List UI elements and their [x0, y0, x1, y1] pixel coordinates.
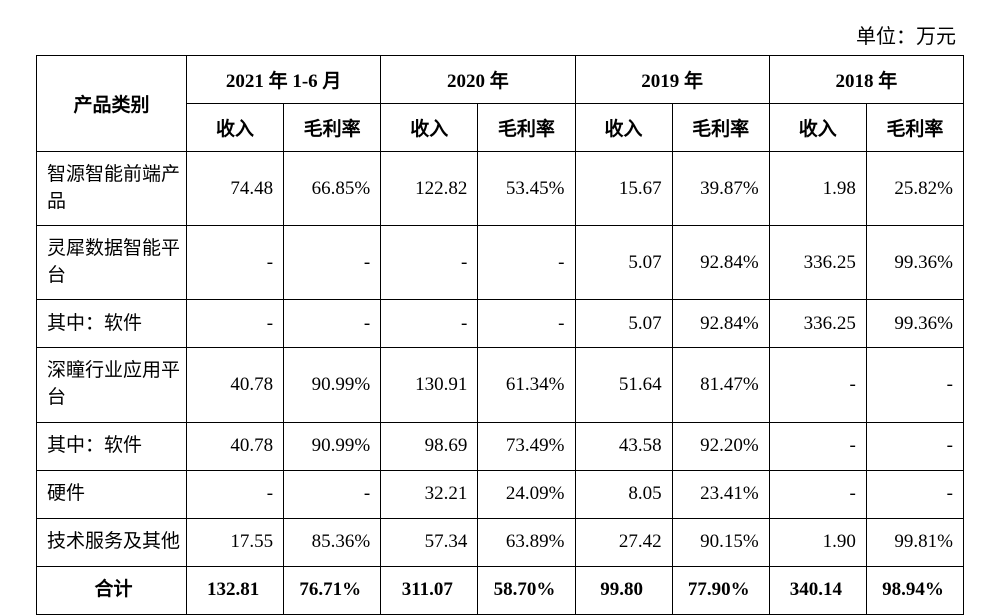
- data-cell: 27.42: [575, 518, 672, 566]
- data-cell: 99.81%: [866, 518, 963, 566]
- data-cell: -: [187, 470, 284, 518]
- data-cell: 53.45%: [478, 152, 575, 226]
- data-cell: -: [381, 226, 478, 300]
- total-cell: 58.70%: [478, 566, 575, 614]
- data-cell: -: [769, 470, 866, 518]
- data-cell: 336.25: [769, 226, 866, 300]
- data-cell: 90.99%: [284, 348, 381, 422]
- total-cell: 132.81: [187, 566, 284, 614]
- data-cell: 23.41%: [672, 470, 769, 518]
- data-cell: 336.25: [769, 300, 866, 348]
- data-cell: 73.49%: [478, 422, 575, 470]
- period-header-3: 2018 年: [769, 56, 963, 104]
- data-cell: 61.34%: [478, 348, 575, 422]
- data-cell: 74.48: [187, 152, 284, 226]
- total-cell: 340.14: [769, 566, 866, 614]
- data-cell: 130.91: [381, 348, 478, 422]
- period-header-2: 2019 年: [575, 56, 769, 104]
- header-row-1: 产品类别 2021 年 1-6 月 2020 年 2019 年 2018 年: [37, 56, 964, 104]
- data-cell: 15.67: [575, 152, 672, 226]
- table-row: 其中：软件----5.0792.84%336.2599.36%: [37, 300, 964, 348]
- total-cell: 77.90%: [672, 566, 769, 614]
- data-cell: -: [478, 226, 575, 300]
- data-cell: 92.84%: [672, 300, 769, 348]
- data-cell: 32.21: [381, 470, 478, 518]
- data-cell: 51.64: [575, 348, 672, 422]
- data-cell: 63.89%: [478, 518, 575, 566]
- table-row: 灵犀数据智能平台----5.0792.84%336.2599.36%: [37, 226, 964, 300]
- total-cell: 76.71%: [284, 566, 381, 614]
- data-cell: 99.36%: [866, 226, 963, 300]
- category-header: 产品类别: [37, 56, 187, 152]
- data-cell: 92.84%: [672, 226, 769, 300]
- data-cell: 81.47%: [672, 348, 769, 422]
- data-cell: 99.36%: [866, 300, 963, 348]
- data-cell: -: [284, 300, 381, 348]
- data-cell: 1.98: [769, 152, 866, 226]
- row-label: 其中：软件: [37, 422, 187, 470]
- data-cell: 85.36%: [284, 518, 381, 566]
- data-cell: 8.05: [575, 470, 672, 518]
- subheader: 毛利率: [672, 104, 769, 152]
- data-cell: 66.85%: [284, 152, 381, 226]
- total-row: 合计132.8176.71%311.0758.70%99.8077.90%340…: [37, 566, 964, 614]
- data-cell: -: [866, 470, 963, 518]
- data-cell: -: [187, 300, 284, 348]
- table-row: 其中：软件40.7890.99%98.6973.49%43.5892.20%--: [37, 422, 964, 470]
- data-cell: -: [284, 470, 381, 518]
- data-cell: 5.07: [575, 300, 672, 348]
- data-cell: 57.34: [381, 518, 478, 566]
- data-cell: 40.78: [187, 422, 284, 470]
- row-label: 其中：软件: [37, 300, 187, 348]
- data-cell: 25.82%: [866, 152, 963, 226]
- data-cell: -: [866, 422, 963, 470]
- period-header-1: 2020 年: [381, 56, 575, 104]
- data-cell: 90.15%: [672, 518, 769, 566]
- data-cell: -: [866, 348, 963, 422]
- data-cell: 90.99%: [284, 422, 381, 470]
- table-row: 智源智能前端产品74.4866.85%122.8253.45%15.6739.8…: [37, 152, 964, 226]
- row-label: 硬件: [37, 470, 187, 518]
- financial-table: 产品类别 2021 年 1-6 月 2020 年 2019 年 2018 年 收…: [36, 55, 964, 615]
- data-cell: 92.20%: [672, 422, 769, 470]
- total-cell: 98.94%: [866, 566, 963, 614]
- data-cell: 24.09%: [478, 470, 575, 518]
- data-cell: -: [284, 226, 381, 300]
- data-cell: 5.07: [575, 226, 672, 300]
- total-cell: 99.80: [575, 566, 672, 614]
- data-cell: -: [478, 300, 575, 348]
- subheader: 收入: [381, 104, 478, 152]
- data-cell: 122.82: [381, 152, 478, 226]
- table-row: 深瞳行业应用平台40.7890.99%130.9161.34%51.6481.4…: [37, 348, 964, 422]
- row-label: 深瞳行业应用平台: [37, 348, 187, 422]
- data-cell: 40.78: [187, 348, 284, 422]
- subheader: 收入: [575, 104, 672, 152]
- subheader: 收入: [769, 104, 866, 152]
- unit-label: 单位：万元: [36, 20, 964, 49]
- row-label: 灵犀数据智能平台: [37, 226, 187, 300]
- subheader: 毛利率: [284, 104, 381, 152]
- data-cell: 39.87%: [672, 152, 769, 226]
- subheader: 毛利率: [478, 104, 575, 152]
- data-cell: 1.90: [769, 518, 866, 566]
- total-label: 合计: [37, 566, 187, 614]
- data-cell: -: [381, 300, 478, 348]
- table-row: 硬件--32.2124.09%8.0523.41%--: [37, 470, 964, 518]
- total-cell: 311.07: [381, 566, 478, 614]
- data-cell: 98.69: [381, 422, 478, 470]
- subheader: 收入: [187, 104, 284, 152]
- data-cell: -: [769, 348, 866, 422]
- table-row: 技术服务及其他17.5585.36%57.3463.89%27.4290.15%…: [37, 518, 964, 566]
- row-label: 技术服务及其他: [37, 518, 187, 566]
- row-label: 智源智能前端产品: [37, 152, 187, 226]
- period-header-0: 2021 年 1-6 月: [187, 56, 381, 104]
- subheader: 毛利率: [866, 104, 963, 152]
- data-cell: -: [769, 422, 866, 470]
- data-cell: -: [187, 226, 284, 300]
- data-cell: 43.58: [575, 422, 672, 470]
- data-cell: 17.55: [187, 518, 284, 566]
